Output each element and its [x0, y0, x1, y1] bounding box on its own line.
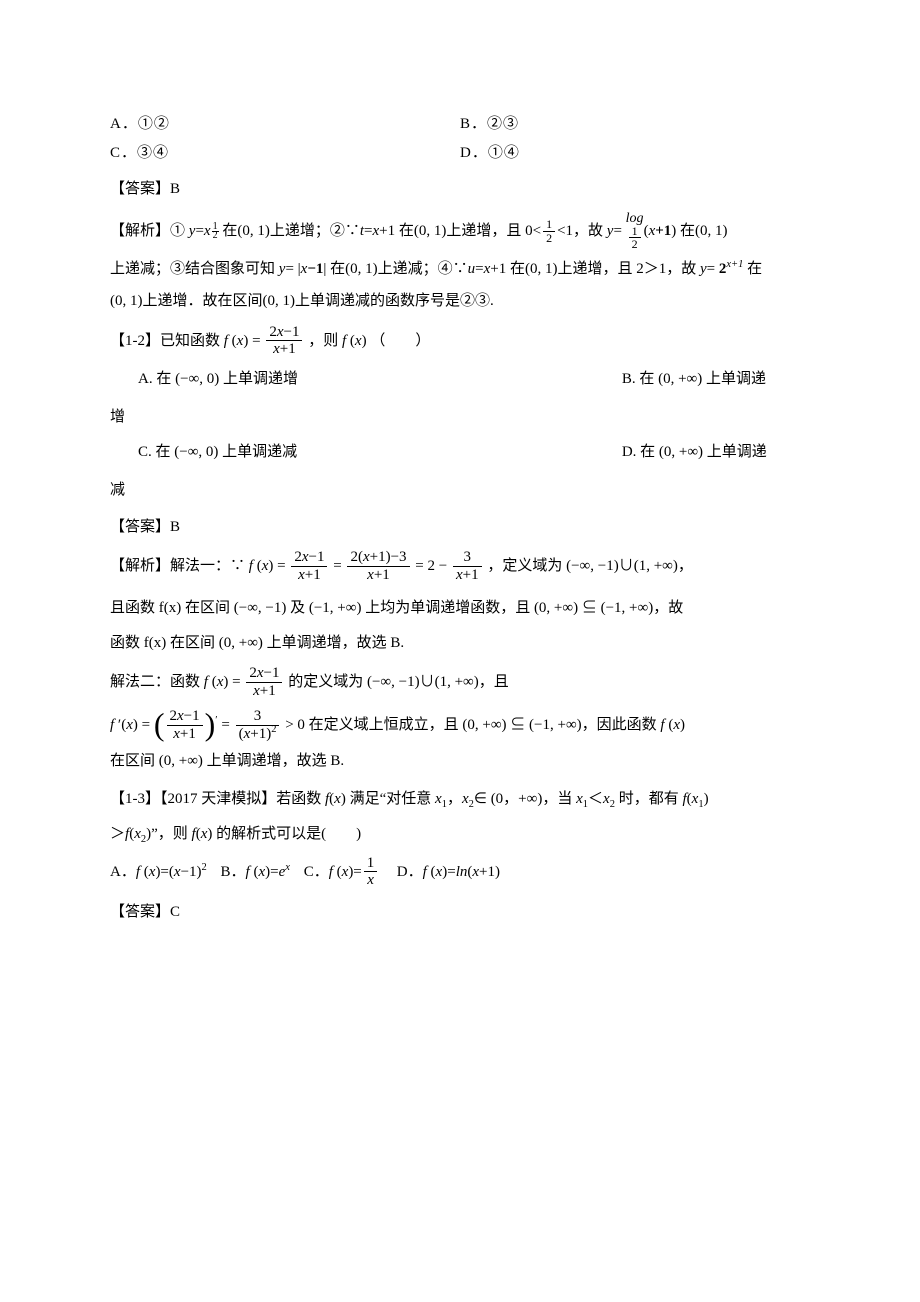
- exp-l2a: 上递减；③结合图象可知: [110, 261, 279, 277]
- q13-b: B．f (x)=ex: [217, 858, 290, 887]
- q13-options: A．f (x)=(x−1)2 B．f (x)=ex C．f (x)=1x D．f…: [110, 855, 810, 890]
- q12-stem: 【1-2】已知函数 f (x) = 2x−1x+1 ，则 f (x) （ ）: [110, 324, 810, 359]
- prev-explanation-l1: 【解析】① y=x12 在(0, 1)上递增；②∵t=x+1 在(0, 1)上递…: [110, 212, 810, 251]
- eq-a: =: [333, 558, 345, 574]
- q12-exp1b: ，定义域为 (−∞, −1)∪(1, +∞)，: [487, 558, 693, 574]
- q12-answer: 【答案】B: [110, 513, 810, 542]
- q12-exp3: 函数 f(x) 在区间 (0, +∞) 上单调递增，故选 B.: [110, 629, 810, 658]
- q12-inc-tail: 增: [110, 403, 810, 432]
- q12-opt-b: B. 在 (0, +∞) 上单调递: [622, 365, 810, 394]
- exp-l2d: 在: [747, 261, 762, 277]
- q13-d: D．f (x)=ln(x+1): [389, 858, 500, 887]
- prev-answer: 【答案】B: [110, 175, 810, 204]
- exp-l2b: | 在(0, 1)上递减；④∵: [323, 261, 467, 277]
- q13-a: A．f (x)=(x−1)2: [110, 858, 207, 887]
- option-c: C．③④: [110, 139, 460, 168]
- q12-m2d: 在区间 (0, +∞) 上单调递增，故选 B.: [110, 747, 810, 776]
- prev-options: A．①② B．②③ C．③④ D．①④: [110, 110, 810, 167]
- exp-s1d: 在(0, 1): [680, 223, 728, 239]
- q12-stem2: ，则: [308, 333, 342, 349]
- exp-l2c: +1 在(0, 1)上递增，且 2＞1，故: [490, 261, 700, 277]
- exp-s1b: +1 在(0, 1)上递增，且 0<: [379, 223, 541, 239]
- q12-exp2: 且函数 f(x) 在区间 (−∞, −1) 及 (−1, +∞) 上均为单调递增…: [110, 592, 810, 625]
- q12-exp1a: 【解析】解法一：∵: [110, 558, 249, 574]
- prev-explanation-l2: 上递减；③结合图象可知 y= |x−1| 在(0, 1)上递减；④∵u=x+1 …: [110, 255, 810, 284]
- option-d: D．①④: [460, 139, 810, 168]
- q13-answer: 【答案】C: [110, 898, 810, 927]
- q12-opt-d: D. 在 (0, +∞) 上单调递: [622, 438, 810, 467]
- q13-stem-l1: 【1-3】【2017 天津模拟】若函数 f(x) 满足“对任意 x1，x2∈ (…: [110, 783, 810, 816]
- q13-stem-l2: ＞f(x2)”，则 f(x) 的解析式可以是( ): [110, 820, 810, 849]
- q12-m2a: 解法二：函数 f (x) = 2x−1x+1 的定义域为 (−∞, −1)∪(1…: [110, 665, 810, 700]
- option-b: B．②③: [460, 110, 810, 139]
- exp-prefix: 【解析】①: [110, 223, 189, 239]
- q12-row-ab: A. 在 (−∞, 0) 上单调递增 B. 在 (0, +∞) 上单调递: [110, 365, 810, 394]
- q12-m2c: f ′(x) = (2x−1x+1)′ = 3(x+1)2 > 0 在定义域上恒…: [110, 708, 810, 743]
- q12-stem1: 【1-2】已知函数: [110, 333, 224, 349]
- eq-b: = 2 −: [415, 558, 451, 574]
- q12-stem3: （ ）: [370, 333, 430, 349]
- q12-opt-c: C. 在 (−∞, 0) 上单调递减: [138, 438, 622, 467]
- q12-dec-tail: 减: [110, 476, 810, 505]
- page-content: A．①② B．②③ C．③④ D．①④ 【答案】B 【解析】① y=x12 在(…: [0, 0, 920, 986]
- exp-s1a: 在(0, 1)上递增；②∵: [222, 223, 360, 239]
- q13-c: C．f (x)=1x: [300, 855, 379, 890]
- option-a: A．①②: [110, 110, 460, 139]
- q12-opt-a: A. 在 (−∞, 0) 上单调递增: [138, 365, 622, 394]
- exp-s1c: <1，故: [557, 223, 607, 239]
- q12-row-cd: C. 在 (−∞, 0) 上单调递减 D. 在 (0, +∞) 上单调递: [110, 438, 810, 467]
- q12-exp1: 【解析】解法一：∵ f (x) = 2x−1x+1 = 2(x+1)−3x+1 …: [110, 549, 810, 584]
- prev-explanation-l3: (0, 1)上递增．故在区间(0, 1)上单调递减的函数序号是②③.: [110, 287, 810, 316]
